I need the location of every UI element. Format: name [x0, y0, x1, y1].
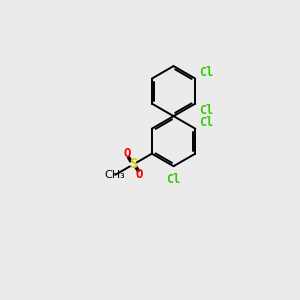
- Text: S: S: [129, 157, 138, 171]
- Text: CH₃: CH₃: [105, 170, 125, 180]
- Text: Cl: Cl: [199, 66, 214, 79]
- Text: Cl: Cl: [167, 172, 181, 186]
- Text: Cl: Cl: [199, 103, 214, 117]
- Text: Cl: Cl: [199, 116, 214, 129]
- Text: O: O: [124, 147, 131, 160]
- Text: O: O: [136, 169, 143, 182]
